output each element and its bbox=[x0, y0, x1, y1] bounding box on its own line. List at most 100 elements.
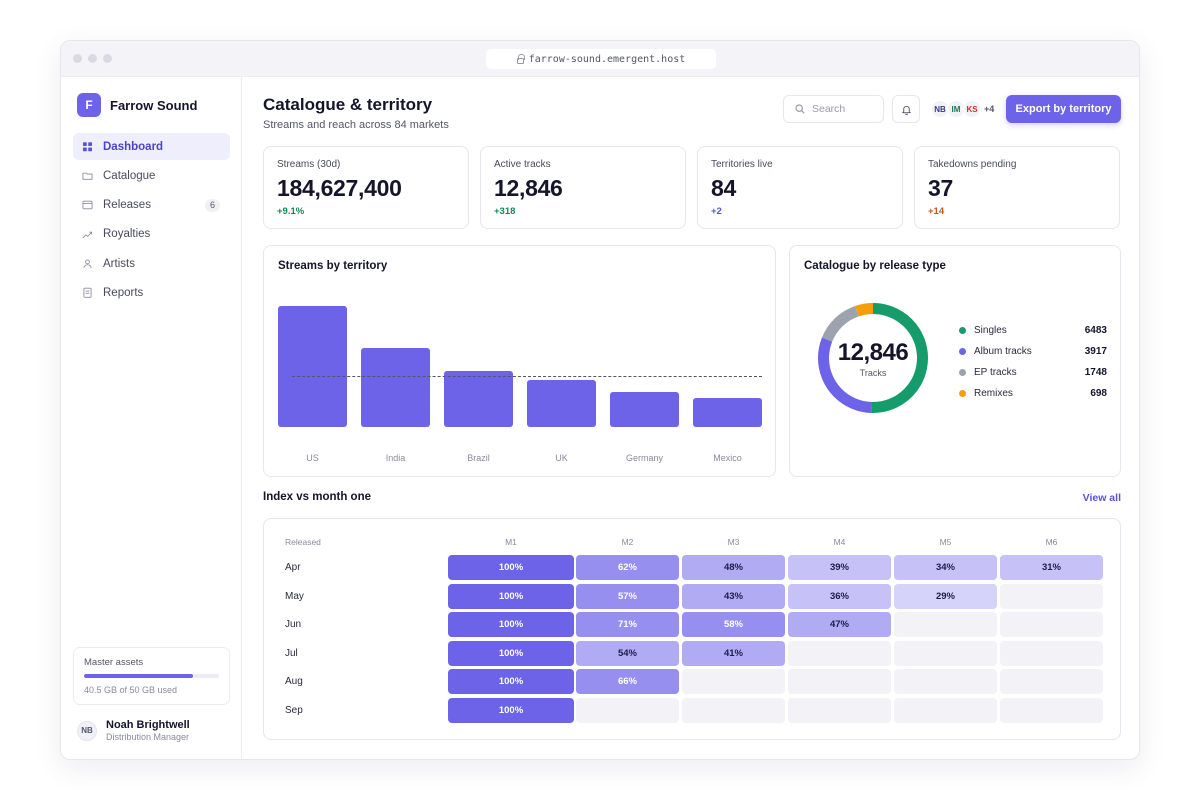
sidebar-item-dashboard[interactable]: Dashboard bbox=[73, 133, 230, 160]
legend-value: 6483 bbox=[1084, 325, 1107, 336]
donut-chart-title: Catalogue by release type bbox=[804, 260, 946, 272]
sidebar-item-label: Catalogue bbox=[103, 169, 156, 182]
stat-label: Active tracks bbox=[494, 159, 551, 170]
cohort-cell-empty bbox=[682, 697, 785, 723]
sidebar-item-reports[interactable]: Reports bbox=[73, 279, 230, 306]
brand-name: Farrow Sound bbox=[110, 97, 198, 113]
stat-value: 184,627,400 bbox=[277, 175, 402, 201]
sidebar-item-releases[interactable]: Releases 6 bbox=[73, 192, 230, 219]
stat-card: Territories live 84 +2 bbox=[697, 146, 903, 229]
cohort-cell: 29% bbox=[894, 583, 997, 609]
legend-item: EP tracks 1748 bbox=[959, 362, 1107, 383]
minimize-window-dot[interactable] bbox=[88, 54, 97, 63]
user-name: Noah Brightwell bbox=[106, 719, 190, 731]
sidebar-item-label: Releases bbox=[103, 199, 151, 212]
cohort-cell-empty bbox=[1000, 612, 1103, 637]
cohort-cell: 71% bbox=[576, 612, 679, 637]
bar-uk[interactable] bbox=[527, 379, 596, 427]
legend-value: 3917 bbox=[1084, 346, 1107, 357]
cohort-cell-empty bbox=[682, 669, 785, 694]
release-type-card: Catalogue by release type 12,846 Tracks … bbox=[789, 245, 1121, 477]
cohort-column-header: M5 bbox=[939, 537, 952, 547]
sidebar-item-catalogue[interactable]: Catalogue bbox=[73, 162, 230, 189]
cohort-row-label: Jul bbox=[285, 647, 298, 659]
legend-label: Album tracks bbox=[974, 346, 1032, 357]
export-button[interactable]: Export by territory bbox=[1006, 95, 1121, 123]
storage-progress-fill bbox=[84, 674, 194, 678]
sidebar-item-label: Artists bbox=[103, 257, 135, 270]
search-icon bbox=[795, 104, 805, 114]
bell-icon bbox=[901, 105, 911, 115]
bar-brazil[interactable] bbox=[444, 371, 513, 427]
main-content: Catalogue & territory Streams and reach … bbox=[242, 77, 1139, 759]
search-input[interactable]: Search bbox=[783, 95, 884, 123]
donut-total: 12,846 bbox=[837, 338, 909, 366]
cohort-column-header: M3 bbox=[727, 537, 740, 547]
cohort-cell-empty bbox=[894, 640, 997, 666]
donut-center: 12,846 Tracks bbox=[817, 302, 929, 414]
reference-line bbox=[292, 376, 762, 378]
cohort-table: Released M1 M2 M3 M4 M5 M6 Apr 100% 62% 48% 39% 34%… bbox=[263, 518, 1121, 740]
cohort-cell: 66% bbox=[576, 669, 679, 694]
cohort-row-label: Sep bbox=[285, 704, 303, 716]
collaborator-avatar: KS bbox=[962, 99, 982, 119]
brand[interactable]: F Farrow Sound bbox=[77, 93, 197, 117]
donut-segment-album-tracks[interactable] bbox=[818, 303, 928, 413]
window-controls bbox=[73, 54, 112, 63]
sidebar-item-royalties[interactable]: Royalties bbox=[73, 221, 230, 248]
storage-progress-bar bbox=[84, 674, 219, 678]
sidebar-item-label: Royalties bbox=[103, 228, 151, 241]
cohort-cell: 41% bbox=[682, 640, 785, 666]
user-profile[interactable]: NB Noah Brightwell Distribution Manager bbox=[77, 719, 190, 742]
notifications-button[interactable] bbox=[892, 95, 920, 123]
storage-card: Master assets 40.5 GB of 50 GB used bbox=[73, 647, 230, 705]
bar-chart: US India Brazil UK Germany Mexico bbox=[264, 246, 777, 478]
cohort-cell-empty bbox=[788, 640, 891, 666]
cohort-cell-empty bbox=[788, 697, 891, 723]
cohort-cell: 100% bbox=[448, 697, 574, 723]
maximize-window-dot[interactable] bbox=[103, 54, 112, 63]
bar-us[interactable] bbox=[278, 306, 347, 427]
cohort-cell-empty bbox=[788, 669, 891, 694]
cohort-cell-empty bbox=[894, 669, 997, 694]
bar-category-label: Brazil bbox=[467, 453, 490, 463]
stat-delta: +14 bbox=[928, 206, 945, 217]
cohort-cell: 47% bbox=[788, 612, 891, 637]
sidebar-nav: Dashboard Catalogue Releases 6 Royalties Arti… bbox=[73, 133, 230, 309]
cohort-cell: 31% bbox=[1000, 555, 1103, 580]
stat-card: Streams (30d) 184,627,400 +9.1% bbox=[263, 146, 469, 229]
cohort-cell-empty bbox=[1000, 669, 1103, 694]
bar-india[interactable] bbox=[361, 348, 430, 427]
close-window-dot[interactable] bbox=[73, 54, 82, 63]
folder-icon bbox=[82, 170, 93, 181]
legend-item: Album tracks 3917 bbox=[959, 341, 1107, 362]
cohort-cell-empty bbox=[894, 697, 997, 723]
stat-label: Takedowns pending bbox=[928, 159, 1017, 170]
cohort-cell: 100% bbox=[448, 640, 574, 666]
donut-segment-remixes[interactable] bbox=[818, 303, 928, 413]
view-all-link[interactable]: View all bbox=[1082, 492, 1121, 504]
cohort-row-label: May bbox=[285, 590, 304, 602]
calendar-icon bbox=[82, 200, 93, 211]
stat-value: 84 bbox=[711, 175, 736, 201]
address-text: farrow-sound.emergent.host bbox=[528, 53, 686, 65]
sidebar-item-artists[interactable]: Artists bbox=[73, 250, 230, 277]
address-bar[interactable]: farrow-sound.emergent.host bbox=[486, 49, 716, 69]
brand-logo: F bbox=[77, 93, 101, 117]
storage-usage-text: 40.5 GB of 50 GB used bbox=[84, 685, 178, 695]
cohort-cell-empty bbox=[894, 612, 997, 637]
bar-category-label: India bbox=[385, 453, 406, 463]
bar-category-label: Mexico bbox=[713, 453, 742, 463]
cohort-cell: 100% bbox=[448, 583, 574, 609]
browser-titlebar: farrow-sound.emergent.host bbox=[61, 41, 1139, 77]
donut-total-label: Tracks bbox=[859, 367, 887, 378]
collaborator-avatars[interactable]: NB IM KS +4 bbox=[930, 99, 994, 119]
donut-chart: 12,846 Tracks bbox=[817, 302, 929, 414]
cohort-row-label: Apr bbox=[285, 562, 301, 573]
cohort-cell-empty bbox=[1000, 583, 1103, 609]
cohort-cell: 100% bbox=[448, 669, 574, 694]
legend-swatch bbox=[959, 390, 966, 397]
bar-mexico[interactable] bbox=[693, 397, 762, 427]
donut-svg bbox=[818, 303, 928, 413]
bar-germany[interactable] bbox=[610, 391, 679, 427]
